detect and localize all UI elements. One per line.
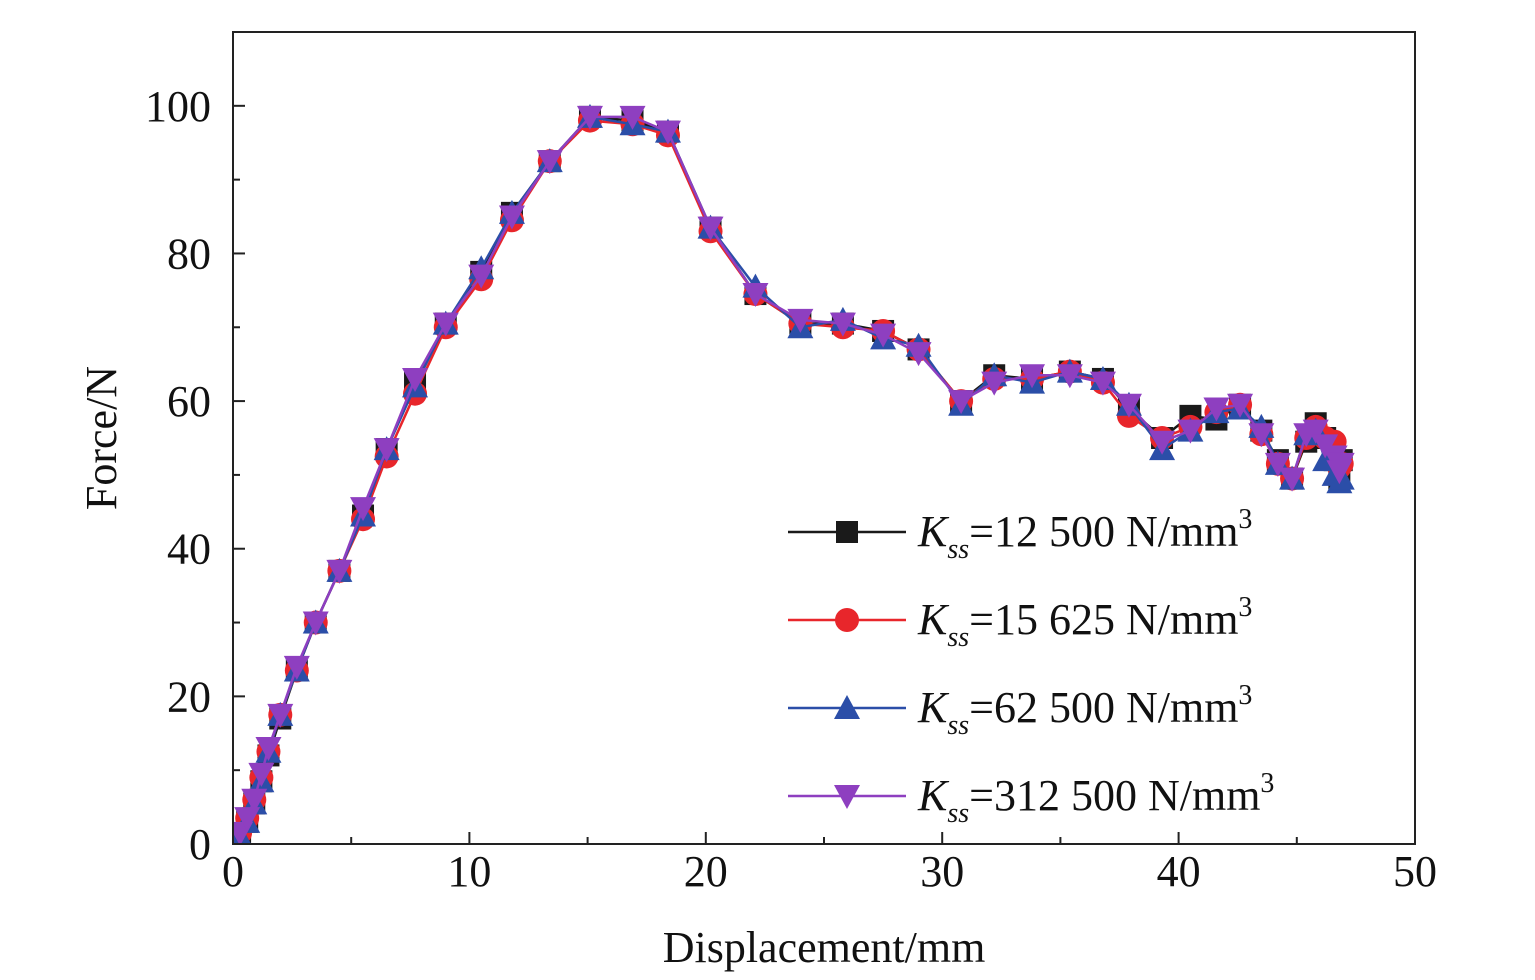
legend-label: Kss=12 500 N/mm3 <box>917 504 1252 565</box>
data-point <box>302 611 329 636</box>
y-tick-label: 60 <box>167 377 211 426</box>
x-axis-title: Displacement/mm <box>663 923 986 972</box>
data-point <box>1177 419 1204 444</box>
x-tick-label: 20 <box>684 847 728 896</box>
data-point <box>1149 430 1176 455</box>
legend-label: Kss=312 500 N/mm3 <box>917 768 1274 829</box>
legend-label: Kss=15 625 N/mm3 <box>917 592 1252 653</box>
data-point <box>576 105 603 130</box>
data-point <box>267 703 294 728</box>
data-point <box>948 390 975 415</box>
data-point <box>1203 397 1230 422</box>
data-point <box>619 105 646 130</box>
data-point <box>829 312 856 337</box>
x-tick-label: 30 <box>920 847 964 896</box>
legend: Kss=12 500 N/mm3 Kss=15 625 N/mm3 Kss=62 5… <box>788 504 1274 829</box>
y-tick-label: 80 <box>167 229 211 278</box>
data-point <box>402 367 429 392</box>
data-point <box>654 120 681 145</box>
legend-marker <box>834 785 860 809</box>
data-point <box>234 807 261 832</box>
legend-item-3: Kss=62 500 N/mm3 <box>788 680 1252 741</box>
data-point <box>981 371 1008 396</box>
series-3 <box>233 103 1355 844</box>
data-point <box>697 216 724 241</box>
data-point <box>255 737 282 762</box>
legend-item-2: Kss=15 625 N/mm3 <box>788 592 1252 653</box>
series-2 <box>233 108 1354 844</box>
series-4 <box>233 105 1355 844</box>
y-axis-title: Force/N <box>77 366 126 510</box>
data-point <box>870 323 897 348</box>
data-point <box>326 559 353 584</box>
data-point <box>1279 467 1306 492</box>
data-point <box>468 264 495 289</box>
data-point <box>498 205 525 230</box>
data-point <box>1328 452 1355 477</box>
series-1 <box>233 105 1353 844</box>
data-point <box>1248 423 1275 448</box>
legend-marker <box>836 521 858 543</box>
data-point <box>283 655 310 680</box>
x-tick-label: 50 <box>1393 847 1437 896</box>
data-point <box>1089 371 1116 396</box>
data-point <box>373 438 400 463</box>
data-point <box>787 308 814 333</box>
data-point <box>1227 393 1254 418</box>
y-tick-label: 100 <box>145 82 211 131</box>
data-point <box>350 497 377 522</box>
data-point <box>1115 393 1142 418</box>
data-point <box>536 150 563 175</box>
data-point <box>1056 364 1083 389</box>
data-point <box>905 342 932 367</box>
data-point <box>742 283 769 308</box>
legend-label: Kss=62 500 N/mm3 <box>917 680 1252 741</box>
y-tick-label: 0 <box>189 820 211 869</box>
data-point <box>1302 419 1329 444</box>
y-tick-label: 20 <box>167 672 211 721</box>
x-tick-label: 0 <box>222 847 244 896</box>
y-tick-label: 40 <box>167 525 211 574</box>
legend-marker <box>835 608 859 632</box>
legend-item-4: Kss=312 500 N/mm3 <box>788 768 1274 829</box>
x-tick-label: 40 <box>1157 847 1201 896</box>
legend-item-1: Kss=12 500 N/mm3 <box>788 504 1252 565</box>
data-point <box>248 762 275 787</box>
x-tick-label: 10 <box>447 847 491 896</box>
data-point <box>241 788 268 813</box>
legend-marker <box>834 695 860 719</box>
data-point <box>1264 452 1291 477</box>
data-point <box>1019 364 1046 389</box>
data-point <box>432 312 459 337</box>
